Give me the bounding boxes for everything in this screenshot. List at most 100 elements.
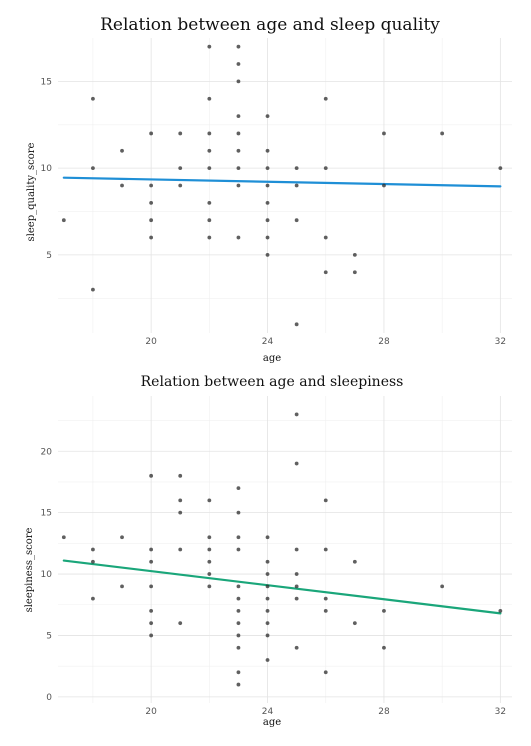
data-point: [236, 148, 241, 153]
data-point: [352, 559, 357, 564]
y-axis-label: sleep_quality_score: [26, 142, 37, 241]
data-point: [265, 235, 270, 240]
data-point: [323, 96, 328, 101]
data-point: [236, 114, 241, 118]
chart-sleep-quality-svg: Relation between age and sleep quality 5…: [26, 15, 512, 364]
y-tick-label: 15: [41, 509, 52, 519]
data-point: [149, 473, 154, 478]
data-point: [91, 559, 95, 564]
data-point: [265, 572, 270, 576]
data-point: [352, 621, 357, 626]
data-point: [440, 584, 445, 589]
data-point: [178, 547, 183, 552]
data-point: [352, 270, 357, 275]
data-point: [207, 166, 212, 171]
data-point: [265, 621, 270, 626]
x-tick-label: 20: [145, 707, 157, 717]
y-axis-label: sleepiness_score: [24, 528, 35, 613]
y-tick-label: 5: [46, 251, 52, 261]
data-point: [236, 633, 241, 638]
data-point: [149, 609, 154, 613]
data-point: [178, 183, 183, 188]
data-point: [440, 131, 445, 136]
data-point: [236, 596, 241, 601]
y-tick-label: 10: [41, 570, 53, 580]
chart-title: Relation between age and sleepiness: [141, 374, 404, 390]
x-tick-label: 20: [145, 337, 157, 347]
y-tick-label: 10: [41, 164, 53, 174]
data-point: [149, 218, 154, 223]
data-point: [91, 166, 95, 171]
data-point: [382, 609, 386, 613]
data-point: [120, 148, 124, 153]
data-point: [323, 547, 328, 552]
x-tick-label: 32: [495, 337, 506, 347]
y-tick-label: 0: [46, 693, 52, 703]
data-point: [91, 96, 95, 101]
data-point: [91, 547, 95, 552]
data-point: [91, 287, 95, 292]
data-point: [265, 535, 270, 540]
data-point: [294, 645, 299, 650]
data-point: [323, 670, 328, 675]
data-point: [207, 44, 212, 49]
data-point: [382, 645, 386, 650]
data-point: [265, 166, 270, 171]
x-tick-label: 32: [495, 707, 506, 717]
data-point: [323, 166, 328, 171]
x-tick-label: 28: [378, 707, 390, 717]
data-point: [294, 412, 299, 417]
x-tick-label: 24: [262, 707, 274, 717]
data-point: [498, 609, 503, 613]
data-point: [294, 584, 299, 589]
data-point: [236, 183, 241, 188]
data-point: [236, 131, 241, 136]
data-point: [236, 510, 241, 515]
x-tick-label: 24: [262, 337, 274, 347]
data-point: [61, 535, 66, 540]
data-point: [323, 609, 328, 613]
data-point: [265, 559, 270, 564]
data-point: [236, 682, 241, 687]
chart-sleepiness: Relation between age and sleepiness 0 5 10…: [0, 370, 531, 746]
data-point: [265, 148, 270, 153]
data-point: [294, 547, 299, 552]
data-point: [265, 658, 270, 662]
data-point: [294, 322, 299, 327]
data-point: [207, 535, 212, 540]
data-point: [265, 183, 270, 188]
data-point: [207, 559, 212, 564]
data-point: [236, 235, 241, 240]
data-point: [120, 535, 124, 540]
data-point: [294, 183, 299, 188]
data-point: [149, 183, 154, 188]
data-point: [265, 584, 270, 589]
data-point: [149, 235, 154, 240]
data-point: [265, 596, 270, 601]
y-tick-label: 20: [41, 447, 53, 457]
data-point: [178, 510, 183, 515]
chart-title: Relation between age and sleep quality: [100, 15, 440, 35]
data-point: [236, 44, 241, 49]
data-point: [236, 645, 241, 650]
data-point: [149, 584, 154, 589]
chart-sleepiness-svg: Relation between age and sleepiness 0 5 10…: [24, 374, 512, 728]
data-point: [323, 235, 328, 240]
data-point: [294, 218, 299, 223]
data-point: [207, 148, 212, 153]
data-point: [323, 498, 328, 503]
data-point: [382, 183, 386, 188]
x-tick-label: 28: [378, 337, 390, 347]
data-point: [178, 131, 183, 136]
data-point: [294, 572, 299, 576]
data-point: [382, 131, 386, 136]
trend-line: [62, 176, 502, 188]
data-point: [149, 131, 154, 136]
data-point: [265, 218, 270, 223]
data-point: [207, 235, 212, 240]
y-tick-label: 15: [41, 77, 52, 87]
data-point: [149, 633, 154, 638]
data-point: [120, 584, 124, 589]
data-point: [236, 621, 241, 626]
data-point: [352, 253, 357, 257]
